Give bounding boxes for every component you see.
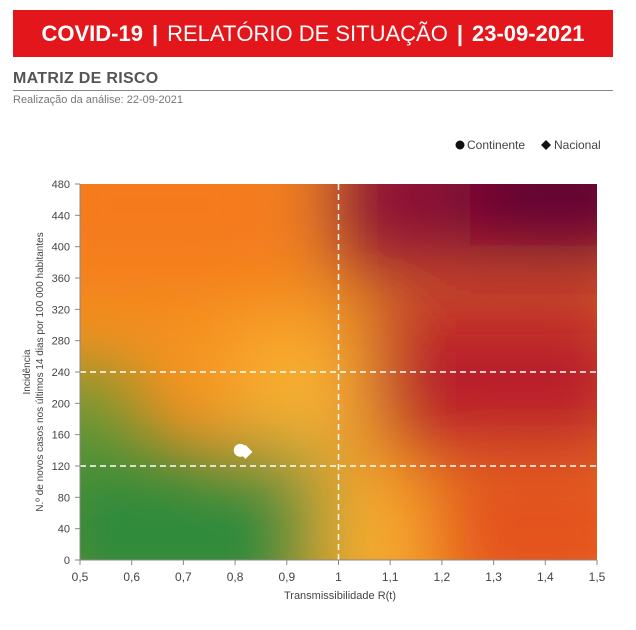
banner-separator-1: | [151, 20, 159, 46]
x-tick-label: 1,4 [537, 570, 554, 584]
y-tick-label: 160 [52, 430, 70, 442]
y-tick-label: 320 [52, 304, 70, 316]
legend-nacional-marker [541, 140, 551, 150]
y-tick-label: 400 [52, 242, 70, 254]
x-axis-ticks: 0,5 0,6 0,7 0,8 0,9 1 1,1 1,2 1,3 1,4 1,5 [72, 559, 606, 584]
data-points [233, 443, 253, 459]
y-tick-label: 360 [52, 273, 70, 285]
heat-zone-green [80, 450, 320, 560]
threshold-lines [80, 184, 597, 560]
section-title: MATRIZ DE RISCO [13, 70, 159, 87]
legend-continente-marker [455, 140, 465, 150]
x-tick-label: 1,5 [589, 570, 606, 584]
x-tick-label: 0,9 [278, 570, 295, 584]
x-axis-label: Transmissibilidade R(t) [284, 590, 396, 602]
y-tick-label: 40 [58, 524, 70, 536]
x-tick-label: 0,8 [227, 570, 244, 584]
point-nacional [238, 444, 253, 459]
analysis-date: Realização da análise: 22-09-2021 [13, 94, 184, 106]
x-tick-label: 1,1 [382, 570, 399, 584]
heat-zone-dark [470, 184, 597, 240]
banner-title-report: RELATÓRIO DE SITUAÇÃO [167, 20, 448, 46]
y-axis-label-subtitle: N.º de novos casos nos últimos 14 dias p… [35, 232, 46, 511]
y-tick-label: 80 [58, 492, 70, 504]
legend: Continente Nacional [455, 138, 601, 152]
y-tick-label: 120 [52, 461, 70, 473]
x-tick-label: 0,6 [123, 570, 140, 584]
heat-zone-orange [80, 184, 300, 290]
banner-report-date: 23-09-2021 [472, 20, 585, 46]
y-tick-label: 480 [52, 179, 70, 191]
x-tick-label: 1 [335, 570, 342, 584]
x-tick-label: 0,7 [175, 570, 192, 584]
banner-title-covid: COVID-19 [41, 20, 143, 46]
banner-separator-2: | [456, 20, 463, 46]
section-divider [13, 90, 613, 91]
heat-zone-red-orange [430, 470, 597, 560]
legend-nacional-label: Nacional [554, 138, 601, 152]
report-banner: COVID-19 | RELATÓRIO DE SITUAÇÃO | 23-09… [13, 10, 613, 57]
x-tick-label: 1,2 [434, 570, 451, 584]
y-tick-label: 280 [52, 336, 70, 348]
y-tick-label: 200 [52, 398, 70, 410]
y-axis-label-title: Incidência [22, 349, 33, 394]
y-tick-label: 0 [64, 555, 70, 567]
y-tick-label: 440 [52, 210, 70, 222]
x-tick-label: 0,5 [72, 570, 89, 584]
y-tick-label: 240 [52, 367, 70, 379]
heat-zone-red [360, 300, 597, 450]
heatmap-background [80, 184, 597, 560]
legend-continente-label: Continente [467, 138, 525, 152]
y-axis-ticks: 0 40 80 120 160 200 240 280 320 360 400 440 480 [52, 179, 81, 567]
heat-zone-amber-bottom [310, 500, 430, 560]
x-tick-label: 1,3 [485, 570, 502, 584]
